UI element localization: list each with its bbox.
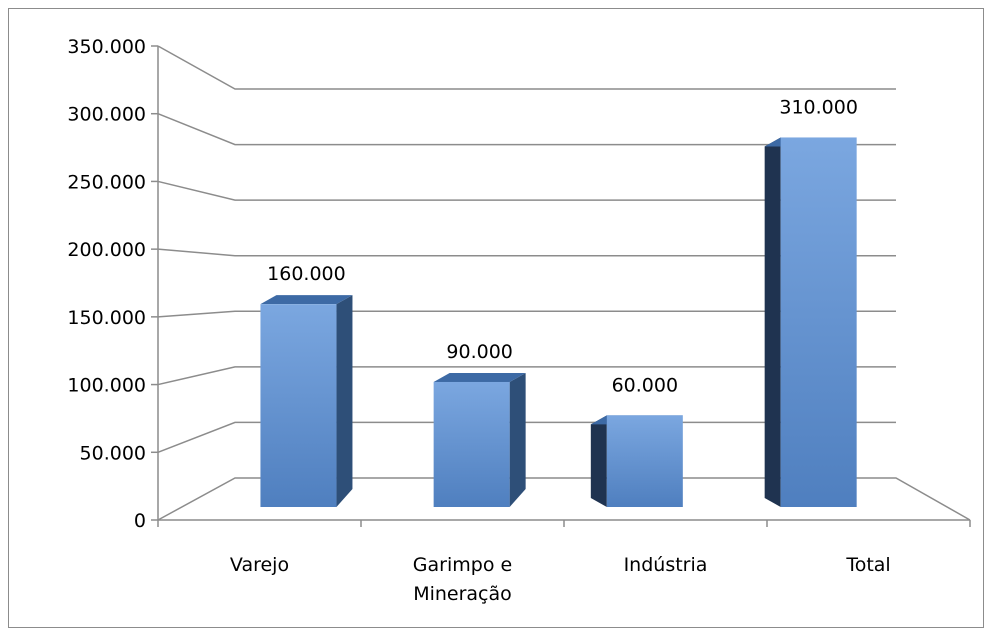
gridline bbox=[157, 180, 896, 201]
category-label: Indústria bbox=[624, 554, 708, 576]
y-tick-label: 300.000 bbox=[67, 104, 146, 126]
category-labels: Varejo Garimpo e Mineração Indústria Total bbox=[230, 554, 891, 605]
category-label-line: Indústria bbox=[624, 554, 708, 576]
bar bbox=[590, 415, 683, 507]
gridline bbox=[157, 113, 896, 146]
bar bbox=[764, 137, 857, 507]
y-tick-labels: 0 50.000 100.000 150.000 200.000 250.000 300.0… bbox=[67, 36, 158, 532]
gridline bbox=[157, 310, 896, 318]
bar-front bbox=[260, 304, 337, 507]
gridline bbox=[157, 366, 896, 386]
data-label: 60.000 bbox=[612, 374, 678, 396]
y-tick-label: 100.000 bbox=[67, 375, 146, 397]
category-label: Varejo bbox=[230, 554, 289, 576]
bar-front bbox=[433, 381, 510, 507]
gridline bbox=[157, 248, 896, 257]
bars bbox=[260, 137, 857, 507]
bar-front bbox=[780, 137, 857, 507]
bar bbox=[433, 372, 526, 507]
gridline bbox=[157, 45, 896, 90]
y-tick-label: 0 bbox=[134, 510, 146, 532]
floor-outline bbox=[157, 477, 971, 521]
category-label-line: Total bbox=[845, 554, 890, 576]
bar-side bbox=[764, 137, 781, 507]
data-label: 310.000 bbox=[779, 96, 858, 118]
category-label: Total bbox=[845, 554, 890, 576]
data-label: 90.000 bbox=[446, 341, 512, 363]
bar-side bbox=[590, 415, 607, 507]
y-tick-label: 250.000 bbox=[67, 171, 146, 193]
category-label-line: Varejo bbox=[230, 554, 289, 576]
bar-top bbox=[260, 295, 353, 305]
data-labels: 160.000 90.000 60.000 310.000 bbox=[267, 96, 858, 396]
bar-side bbox=[509, 372, 526, 507]
category-label: Garimpo e Mineração bbox=[413, 554, 512, 605]
y-tick-label: 200.000 bbox=[67, 239, 146, 261]
data-label: 160.000 bbox=[267, 263, 346, 285]
y-tick-label: 50.000 bbox=[80, 442, 146, 464]
bar-top bbox=[433, 372, 526, 382]
bar bbox=[260, 295, 353, 507]
y-tick-label: 150.000 bbox=[67, 307, 146, 329]
y-tick-label: 350.000 bbox=[67, 36, 146, 58]
bar-side bbox=[336, 295, 353, 507]
category-label-line: Garimpo e bbox=[413, 554, 512, 576]
category-label-line: Mineração bbox=[413, 583, 512, 605]
bar-front bbox=[606, 415, 683, 507]
axes bbox=[157, 46, 971, 527]
